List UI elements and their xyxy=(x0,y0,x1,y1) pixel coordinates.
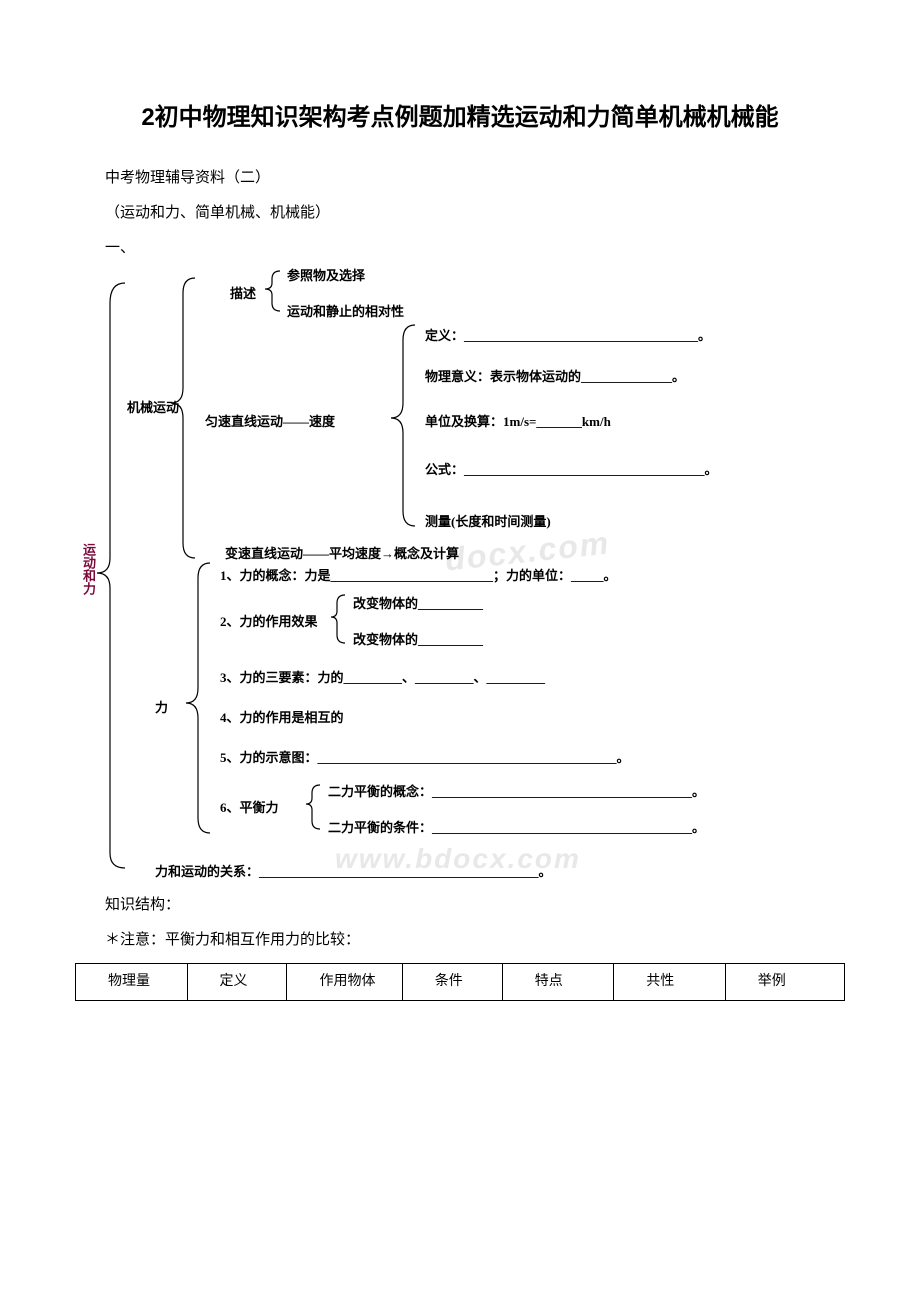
leaf-reference-object: 参照物及选择 xyxy=(287,265,365,284)
knowledge-structure-label: 知识结构： xyxy=(75,893,845,914)
leaf-force-concept: 1、力的概念：力是_________________________；力的单位：… xyxy=(220,565,617,584)
leaf-variable-motion: 变速直线运动——平均速度→概念及计算 xyxy=(225,543,459,562)
table-header-cell: 定义 xyxy=(187,964,287,1001)
table-header-cell: 条件 xyxy=(402,964,502,1001)
subtitle-line-2: （运动和力、简单机械、机械能） xyxy=(75,201,845,222)
force-concept-pre: 1、力的概念：力是 xyxy=(220,568,331,583)
root-label: 运动和力 xyxy=(79,543,98,595)
leaf-physical-meaning-suf: ______________。 xyxy=(581,369,685,384)
leaf-unit-pre: 单位及换算：1m/s= xyxy=(425,414,536,429)
branch-force: 力 xyxy=(155,697,168,716)
leaf-mutual: 4、力的作用是相互的 xyxy=(220,707,344,726)
branch-force-effect: 2、力的作用效果 xyxy=(220,611,318,630)
table-header-cell: 作用物体 xyxy=(287,964,402,1001)
leaf-force-motion-relation: 力和运动的关系：________________________________… xyxy=(155,861,552,880)
section-number: 一、 xyxy=(75,236,845,257)
leaf-force-effect-b: 改变物体的__________ xyxy=(353,629,483,648)
leaf-relativity: 运动和静止的相对性 xyxy=(287,301,404,320)
force-concept-mid: _________________________ xyxy=(331,568,494,583)
document-page: 2初中物理知识架构考点例题加精选运动和力简单机械机械能 中考物理辅导资料（二） … xyxy=(0,0,920,1041)
table-header-cell: 物理量 xyxy=(76,964,188,1001)
leaf-measurement: 测量(长度和时间测量) xyxy=(425,511,551,530)
table-header-cell: 特点 xyxy=(502,964,614,1001)
leaf-balance-condition: 二力平衡的条件：________________________________… xyxy=(328,817,705,836)
table-header-cell: 举例 xyxy=(725,964,844,1001)
leaf-physical-meaning-pre: 物理意义：表示物体运动的 xyxy=(425,369,581,384)
subtitle-line-1: 中考物理辅导资料（二） xyxy=(75,166,845,187)
leaf-force-effect-a: 改变物体的__________ xyxy=(353,593,483,612)
leaf-unit-conversion: 单位及换算：1m/s=_______km/h xyxy=(425,411,611,430)
branch-mechanical-motion: 机械运动 xyxy=(127,397,179,416)
leaf-diagram: 5、力的示意图：________________________________… xyxy=(220,747,630,766)
force-concept-suf: ；力的单位：_____。 xyxy=(493,568,617,583)
leaf-definition: 定义：____________________________________。 xyxy=(425,325,711,344)
branch-uniform-motion: 匀速直线运动——速度 xyxy=(205,411,335,430)
table-row: 物理量 定义 作用物体 条件 特点 共性 举例 xyxy=(76,964,845,1001)
branch-describe: 描述 xyxy=(230,283,256,302)
leaf-formula: 公式：_____________________________________… xyxy=(425,459,718,478)
note-comparison: ＊注意：平衡力和相互作用力的比较： xyxy=(75,928,845,949)
concept-diagram: docx.com www.bdocx.com 运动和力 机械运动 描述 参照物及… xyxy=(75,263,845,883)
page-title: 2初中物理知识架构考点例题加精选运动和力简单机械机械能 xyxy=(75,100,845,136)
leaf-balance-concept: 二力平衡的概念：________________________________… xyxy=(328,781,705,800)
branch-balanced-force: 6、平衡力 xyxy=(220,797,279,816)
comparison-table: 物理量 定义 作用物体 条件 特点 共性 举例 xyxy=(75,963,845,1001)
leaf-physical-meaning: 物理意义：表示物体运动的______________。 xyxy=(425,366,685,385)
leaf-unit-suf: _______km/h xyxy=(536,414,610,429)
leaf-three-elements: 3、力的三要素：力的_________、_________、_________ xyxy=(220,667,545,686)
table-header-cell: 共性 xyxy=(614,964,726,1001)
